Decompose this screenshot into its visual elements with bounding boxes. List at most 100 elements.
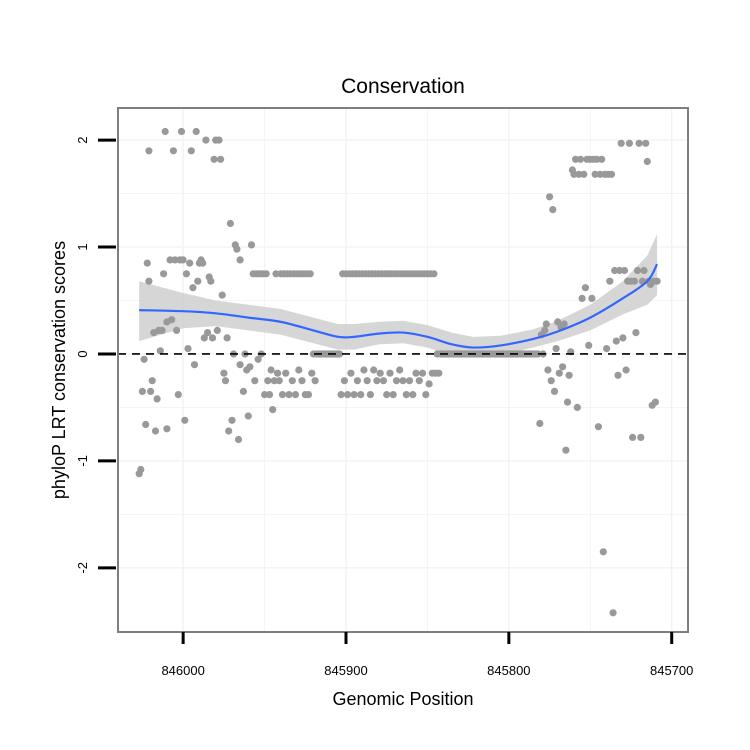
data-point — [353, 377, 361, 385]
data-point — [182, 270, 190, 278]
data-point — [425, 380, 433, 388]
data-point — [190, 361, 199, 369]
data-point — [573, 403, 581, 411]
data-point — [145, 147, 153, 155]
data-point — [138, 387, 146, 395]
x-tick-label: 845700 — [650, 663, 693, 678]
data-point — [247, 241, 256, 249]
y-tick-label: 0 — [75, 350, 90, 357]
data-point — [653, 277, 661, 285]
data-point — [562, 446, 570, 454]
data-point — [225, 427, 233, 435]
data-point — [223, 334, 231, 342]
data-point — [244, 412, 252, 420]
data-point — [640, 266, 648, 275]
data-point — [160, 270, 168, 278]
data-point — [254, 355, 262, 363]
y-tick-label: 1 — [75, 243, 90, 250]
data-point — [599, 548, 607, 556]
data-point — [169, 147, 177, 155]
data-point — [629, 433, 637, 441]
data-point — [581, 284, 590, 292]
data-point — [153, 395, 161, 403]
data-point — [251, 377, 259, 385]
data-point — [363, 377, 371, 385]
data-point — [606, 277, 614, 285]
data-point — [379, 377, 388, 385]
data-point — [576, 155, 585, 163]
data-point — [632, 329, 640, 337]
data-point — [213, 326, 221, 334]
data-point — [622, 366, 630, 374]
data-point — [625, 139, 634, 147]
data-point — [607, 170, 616, 178]
smooth-line-layer — [139, 263, 659, 349]
data-point — [236, 361, 244, 369]
y-tick-label: -1 — [75, 455, 90, 467]
data-point — [335, 350, 344, 358]
data-point — [396, 366, 404, 374]
data-point — [383, 391, 391, 399]
data-point — [194, 277, 202, 285]
data-point — [547, 377, 555, 385]
data-point — [179, 256, 187, 264]
data-point — [161, 127, 169, 136]
data-point — [373, 377, 381, 385]
data-point — [392, 377, 401, 385]
data-point — [204, 329, 212, 337]
data-point — [418, 369, 427, 377]
data-point — [228, 416, 236, 424]
data-point — [430, 270, 438, 278]
data-point — [210, 155, 218, 163]
data-point — [181, 416, 189, 424]
data-point — [366, 391, 374, 399]
data-point — [350, 391, 358, 399]
data-point — [291, 391, 300, 399]
x-tick-label: 846000 — [161, 663, 204, 678]
data-point — [158, 326, 166, 334]
data-point — [402, 391, 410, 399]
data-point — [295, 366, 303, 374]
data-point — [560, 320, 568, 328]
data-point — [435, 369, 443, 377]
data-point — [200, 334, 208, 342]
data-point — [340, 377, 348, 385]
data-point — [360, 366, 368, 374]
data-point — [594, 423, 603, 431]
data-point — [304, 391, 313, 399]
data-point — [234, 435, 243, 444]
x-tick-label: 845800 — [487, 663, 530, 678]
data-point — [643, 157, 651, 166]
data-point — [288, 377, 296, 385]
data-point — [202, 136, 210, 144]
smooth-fit-line — [139, 263, 659, 349]
data-point — [246, 363, 254, 371]
data-point — [552, 345, 560, 353]
data-point — [614, 371, 622, 379]
data-point — [399, 377, 407, 385]
data-point — [189, 284, 197, 292]
data-point — [565, 371, 573, 379]
data-point — [559, 363, 567, 371]
data-point — [311, 377, 319, 385]
confidence-band-layer — [139, 234, 658, 358]
data-point — [542, 320, 550, 328]
data-point — [278, 391, 287, 399]
data-point — [585, 341, 593, 349]
data-point — [199, 259, 207, 267]
data-point — [142, 420, 150, 429]
data-points-layer — [135, 127, 661, 617]
data-point — [145, 277, 153, 285]
data-point — [269, 406, 277, 414]
y-tick-label: -2 — [75, 562, 90, 574]
data-point — [554, 318, 562, 326]
data-point — [148, 377, 156, 385]
data-point — [422, 391, 430, 399]
data-point — [588, 294, 596, 302]
data-point — [630, 277, 638, 285]
data-point — [612, 337, 620, 345]
data-point — [187, 147, 195, 155]
data-point — [221, 377, 230, 385]
data-point — [344, 391, 352, 399]
data-point — [563, 398, 572, 406]
